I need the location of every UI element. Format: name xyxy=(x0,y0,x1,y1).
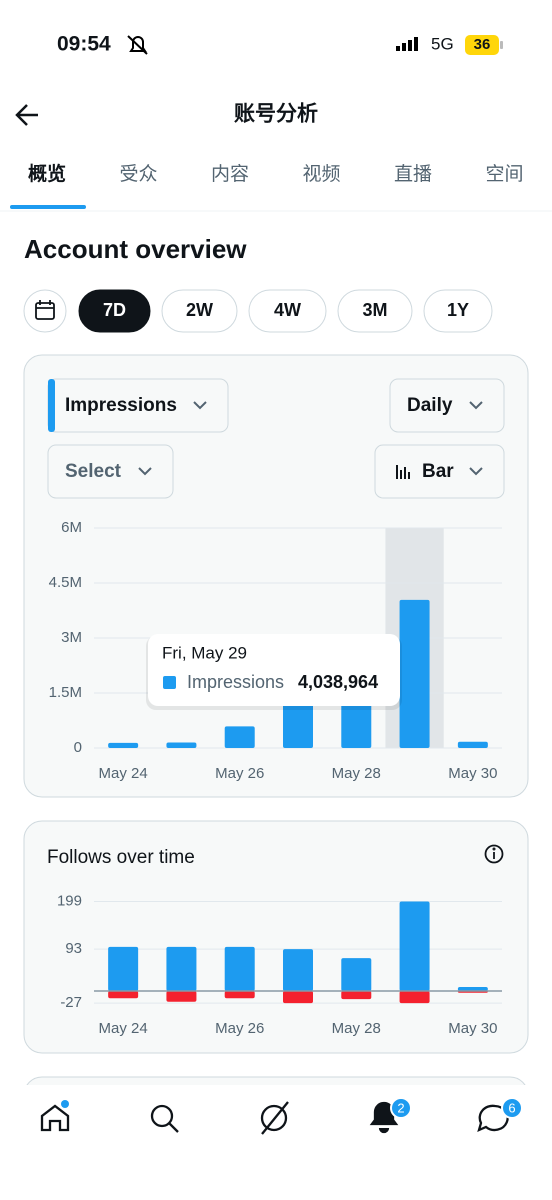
battery-level: 36 xyxy=(474,36,491,53)
search-icon[interactable] xyxy=(150,1104,179,1133)
bar xyxy=(108,946,139,991)
chevron xyxy=(138,467,152,476)
home-icon[interactable] xyxy=(40,1104,70,1132)
y-tick-label: 199 xyxy=(57,892,82,909)
y-tick-label: 4.5M xyxy=(49,574,82,591)
range-button[interactable] xyxy=(337,289,413,333)
interval-dropdown[interactable] xyxy=(389,378,505,433)
bar xyxy=(341,693,372,748)
x-tick-label: May 28 xyxy=(332,765,381,782)
bar xyxy=(108,742,139,748)
bar xyxy=(283,701,313,748)
bar-icon xyxy=(396,465,410,479)
range-label: 1Y xyxy=(447,300,469,320)
badge xyxy=(501,1097,523,1119)
range-label: 7D xyxy=(103,300,126,320)
x-tick-label: May 24 xyxy=(99,1020,148,1037)
chart-title: Follows over time xyxy=(47,847,195,868)
metric-label: Impressions xyxy=(65,395,177,416)
bottom-nav xyxy=(0,1085,552,1200)
metric-color xyxy=(48,379,55,432)
bar xyxy=(283,991,313,1004)
bar xyxy=(399,599,430,748)
legend-swatch xyxy=(163,676,176,689)
y-tick-label: 6M xyxy=(61,519,82,536)
x-tick-label: May 26 xyxy=(215,1020,264,1037)
grok-icon[interactable] xyxy=(260,1101,289,1135)
bar xyxy=(399,991,430,1004)
bar xyxy=(283,949,313,991)
bar xyxy=(341,958,372,991)
bar xyxy=(166,991,197,1002)
tab[interactable]: 内容 xyxy=(211,163,249,185)
bar xyxy=(224,946,255,991)
tab-indicator xyxy=(10,205,86,209)
x-tick-label: May 28 xyxy=(332,1020,381,1037)
x-tick-label: May 30 xyxy=(448,765,497,782)
bar xyxy=(457,741,488,748)
y-tick-label: 3M xyxy=(61,629,82,646)
tooltip-series: Impressions xyxy=(187,672,284,692)
tooltip-value: 4,038,964 xyxy=(298,672,378,692)
range-label: 2W xyxy=(186,300,213,320)
y-tick-label: 93 xyxy=(65,940,82,957)
range-button[interactable] xyxy=(78,289,151,333)
bar xyxy=(341,991,372,1000)
chevron xyxy=(193,401,207,410)
range-button[interactable] xyxy=(161,289,238,333)
interval-label: Daily xyxy=(407,395,453,416)
badge-count: 6 xyxy=(508,1100,515,1115)
bar xyxy=(224,726,255,748)
x-tick-label: May 26 xyxy=(215,765,264,782)
page-title: 账号分析 xyxy=(234,102,318,126)
y-tick-label: 0 xyxy=(74,739,82,756)
home-dot xyxy=(61,1100,69,1108)
info-icon[interactable] xyxy=(484,844,504,864)
bar xyxy=(224,991,255,999)
range-label: 3M xyxy=(362,300,387,320)
tooltip xyxy=(148,634,400,706)
bar xyxy=(166,946,197,991)
signal-icon xyxy=(396,37,418,51)
chart-type-dropdown[interactable] xyxy=(374,444,505,499)
x-tick-label: May 24 xyxy=(99,765,148,782)
calendar-icon xyxy=(35,300,55,320)
filter-dropdown[interactable] xyxy=(47,444,174,499)
y-tick-label: -27 xyxy=(60,994,82,1011)
range-label: 4W xyxy=(274,300,301,320)
range-button[interactable] xyxy=(248,289,327,333)
bar xyxy=(166,742,197,748)
tab[interactable]: 受众 xyxy=(119,163,157,185)
y-tick-label: 1.5M xyxy=(49,684,82,701)
section-title: Account overview xyxy=(24,234,247,264)
tab[interactable]: 概览 xyxy=(28,162,66,185)
chevron xyxy=(469,401,483,410)
battery-cap xyxy=(500,41,503,49)
calendar-button[interactable] xyxy=(23,289,67,333)
badge xyxy=(390,1097,412,1119)
filter-label: Select xyxy=(65,461,122,482)
tooltip-title: Fri, May 29 xyxy=(162,643,247,662)
tab[interactable]: 视频 xyxy=(302,163,340,185)
silent-icon xyxy=(127,35,148,55)
back-button[interactable] xyxy=(15,104,38,126)
status-time: 09:54 xyxy=(57,33,111,56)
battery xyxy=(465,35,499,55)
bar xyxy=(457,986,488,991)
chart-type-label: Bar xyxy=(422,461,454,482)
tab[interactable]: 空间 xyxy=(485,163,523,185)
x-tick-label: May 30 xyxy=(448,1020,497,1037)
chevron xyxy=(469,467,483,476)
bar xyxy=(108,991,139,999)
range-button[interactable] xyxy=(423,289,493,333)
badge-count: 2 xyxy=(397,1100,404,1115)
tab[interactable]: 直播 xyxy=(394,163,432,185)
bar xyxy=(399,901,430,991)
network: 5G xyxy=(431,34,454,53)
